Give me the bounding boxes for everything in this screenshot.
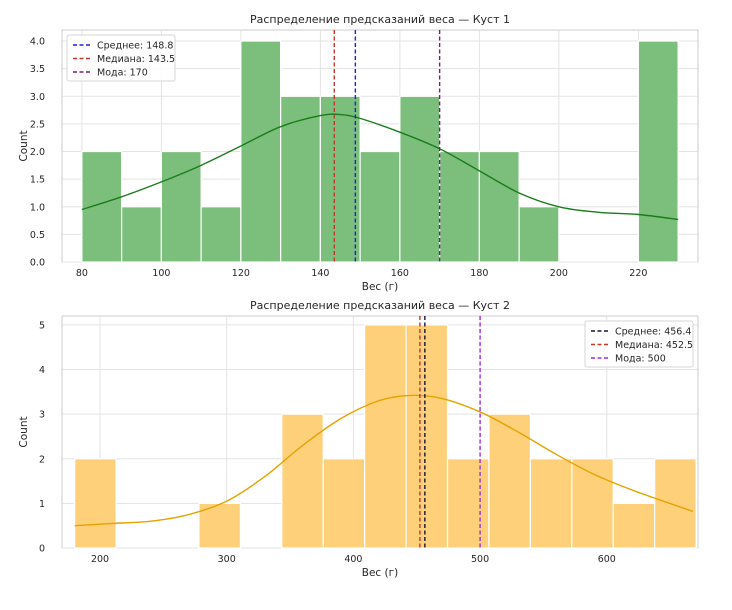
y-tick-label: 1.5 [30, 175, 45, 186]
histogram-bar [364, 324, 407, 549]
histogram-bar [121, 206, 162, 263]
x-axis-label-2: Вес (г) [362, 567, 398, 579]
y-tick-label: 0.0 [30, 258, 45, 269]
y-tick-label: 5 [39, 320, 45, 331]
x-tick-label: 200 [91, 554, 109, 565]
legend-entry: Мода: 170 [97, 68, 148, 79]
histogram-bar [478, 150, 520, 263]
x-tick-label: 160 [391, 268, 409, 279]
y-axis-label-1: Count [18, 130, 30, 161]
x-tick-label: 600 [598, 554, 616, 565]
legend-entry: Среднее: 456.4 [615, 327, 691, 338]
kde-curve-1 [81, 113, 679, 221]
legend-box [66, 34, 176, 82]
kde-curve-2 [74, 394, 694, 527]
y-tick-label: 1.0 [30, 202, 45, 213]
histogram-bars-2 [74, 324, 697, 549]
legend-entry: Медиана: 143.5 [97, 54, 175, 65]
x-tick-label: 300 [218, 554, 236, 565]
histogram-bar [446, 458, 490, 549]
y-tick-label: 2.5 [30, 119, 45, 130]
y-tick-label: 1 [39, 499, 45, 510]
histogram-bar [488, 413, 531, 549]
legend-entry: Мода: 500 [615, 354, 666, 365]
y-tick-label: 0 [39, 544, 45, 555]
y-tick-label: 2 [39, 454, 45, 465]
y-tick-label: 3.0 [30, 92, 45, 103]
legend-1: Среднее: 148.8 Медиана: 143.5 Мода: 170 [66, 34, 176, 82]
histogram-bar [240, 40, 282, 263]
kde-line [74, 394, 694, 527]
histogram-bar [654, 458, 697, 549]
histogram-bar [439, 150, 480, 263]
ticks-2: 200 300 400 500 600 0 1 2 3 4 5 [39, 320, 616, 565]
x-tick-label: 200 [550, 268, 568, 279]
x-tick-label: 80 [76, 268, 88, 279]
ticks-1: 80 100 120 140 160 180 200 220 0.0 0.5 1.0 1.5 2.0 2.… [30, 37, 648, 279]
histogram-bar [637, 40, 679, 263]
x-tick-label: 500 [471, 554, 489, 565]
histogram-bar [518, 206, 560, 263]
x-tick-label: 220 [629, 268, 647, 279]
histogram-bar [200, 206, 242, 263]
x-tick-label: 400 [344, 554, 362, 565]
y-tick-label: 2.0 [30, 147, 45, 158]
chart-1: 80 100 120 140 160 180 200 220 0.0 0.5 1.0 1.5 2.0 2.… [18, 13, 699, 293]
x-tick-label: 120 [232, 268, 250, 279]
y-axis-label-2: Count [18, 416, 30, 447]
histogram-bar [280, 95, 321, 263]
y-tick-label: 4.0 [30, 37, 45, 48]
histogram-bar [612, 502, 656, 549]
histogram-bar [81, 150, 123, 263]
legend-entry: Среднее: 148.8 [97, 41, 173, 52]
histogram-bar [198, 502, 241, 549]
histogram-bar [571, 458, 614, 549]
chart-title-2: Распределение предсказаний веса — Куст 2 [250, 299, 510, 312]
histogram-bar [405, 324, 449, 549]
histogram-bar [319, 95, 361, 263]
chart-title-1: Распределение предсказаний веса — Куст 1 [250, 13, 510, 26]
legend-2: Среднее: 456.4 Медиана: 452.5 Мода: 500 [584, 320, 694, 368]
chart-2: 200 300 400 500 600 0 1 2 3 4 5 Распределение пред… [18, 299, 699, 579]
x-tick-label: 180 [470, 268, 488, 279]
histogram-bar [529, 458, 573, 549]
legend-entry: Медиана: 452.5 [615, 340, 693, 351]
x-tick-label: 100 [152, 268, 170, 279]
y-tick-label: 3.5 [30, 64, 45, 75]
y-tick-label: 4 [39, 365, 45, 376]
kde-line [81, 113, 679, 221]
x-tick-label: 140 [311, 268, 329, 279]
histogram-bar [74, 458, 117, 549]
histogram-bar [359, 150, 401, 263]
histogram-bar [399, 95, 441, 263]
y-tick-label: 3 [39, 410, 45, 421]
x-axis-label-1: Вес (г) [362, 281, 398, 293]
y-tick-label: 0.5 [30, 230, 45, 241]
histogram-bar [322, 458, 366, 549]
histogram-bar [281, 413, 324, 549]
legend-box [584, 320, 694, 368]
